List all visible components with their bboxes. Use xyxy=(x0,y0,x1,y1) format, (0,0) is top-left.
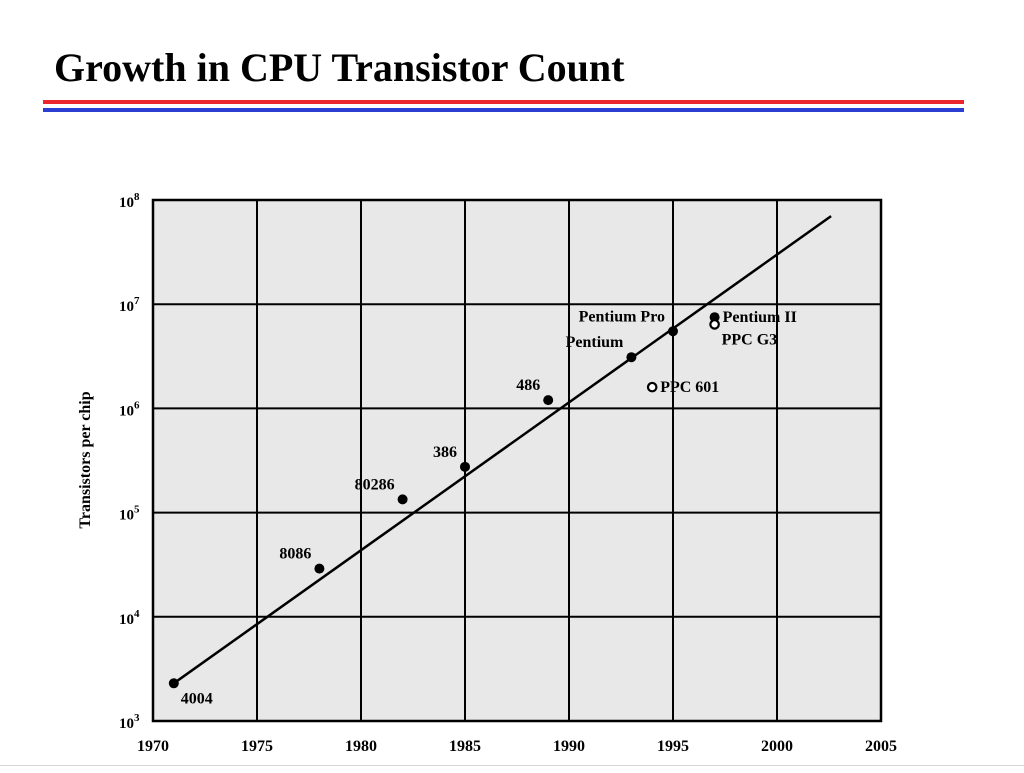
data-point xyxy=(646,381,658,393)
point-label: 80286 xyxy=(355,476,395,493)
y-tick-label: 108 xyxy=(119,191,140,211)
y-axis-title: Transistors per chip xyxy=(77,391,94,528)
point-label: PPC 601 xyxy=(660,379,719,396)
data-point xyxy=(626,352,637,363)
data-point xyxy=(543,395,554,406)
point-label: PPC G3 xyxy=(722,331,778,348)
data-point xyxy=(709,319,720,330)
x-tick-label: 1980 xyxy=(345,738,377,755)
data-point xyxy=(397,494,408,505)
slide-title: Growth in CPU Transistor Count xyxy=(54,45,625,90)
point-label: 8086 xyxy=(279,546,311,563)
y-tick-label: 107 xyxy=(119,295,140,315)
data-point xyxy=(314,563,325,574)
point-label: 486 xyxy=(516,377,540,394)
x-tick-label: 1995 xyxy=(657,738,689,755)
y-tick-label: 106 xyxy=(119,399,140,419)
x-tick-label: 1975 xyxy=(241,738,273,755)
trend-line xyxy=(173,215,832,685)
point-label: 4004 xyxy=(181,690,213,707)
title-rule-red xyxy=(43,100,964,104)
x-tick-label: 2000 xyxy=(761,738,793,755)
data-point xyxy=(168,678,179,689)
point-label: Pentium II xyxy=(723,309,797,326)
point-label: 386 xyxy=(433,444,457,461)
x-tick-label: 1985 xyxy=(449,738,481,755)
data-point xyxy=(668,326,678,337)
point-label: Pentium Pro xyxy=(579,308,665,325)
plot-background xyxy=(153,200,881,721)
data-point xyxy=(709,312,720,323)
point-label: Pentium xyxy=(566,334,624,351)
x-tick-label: 1970 xyxy=(137,738,169,755)
data-point xyxy=(460,461,470,472)
y-tick-label: 105 xyxy=(119,504,140,524)
y-tick-label: 104 xyxy=(119,608,140,628)
plot-frame xyxy=(151,198,883,723)
y-tick-label: 103 xyxy=(119,712,140,732)
title-rule-blue xyxy=(43,108,964,112)
x-tick-label: 1990 xyxy=(553,738,585,755)
x-tick-label: 2005 xyxy=(865,738,897,755)
slide-bottom-border xyxy=(0,765,1024,766)
